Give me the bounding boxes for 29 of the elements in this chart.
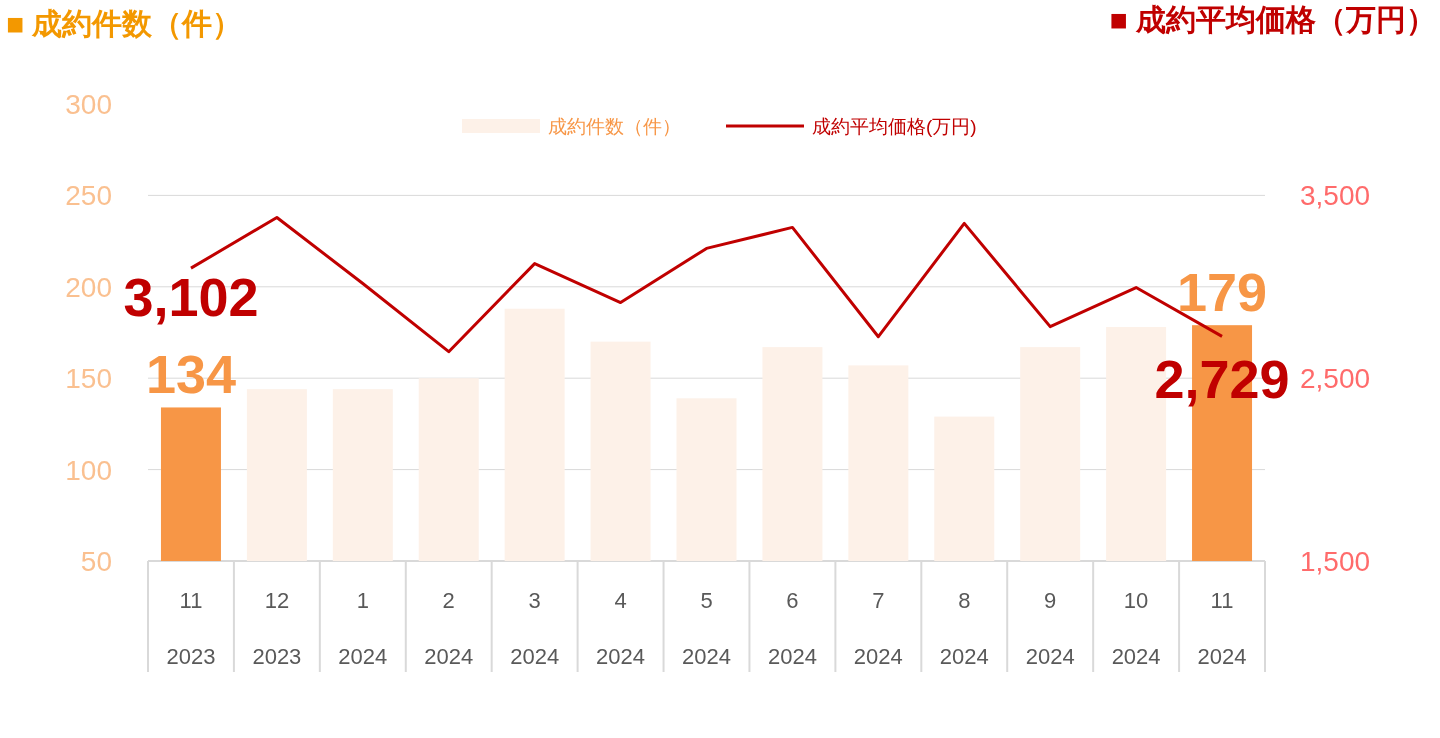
category-label: 6 2024 [767, 588, 817, 669]
y2-tick-label: 2,500 [1300, 363, 1371, 395]
y2-tick-label: 3,500 [1300, 180, 1371, 212]
y2-tick-label: 1,500 [1300, 546, 1371, 577]
category-label: 5 2024 [682, 588, 731, 669]
data-label: 3,102 [123, 267, 259, 328]
y-tick-label: 150 [65, 363, 112, 395]
category-label: 7 2024 [853, 588, 903, 669]
category-label: 9 2024 [1025, 588, 1075, 669]
y2-axis-title: ■ 成約平均価格（万円） [1109, 3, 1436, 36]
category-label: 2 2024 [424, 588, 474, 669]
category-label: 3 2024 [510, 588, 560, 669]
category-label: 12 2023 [252, 588, 302, 669]
category-label: 4 2024 [596, 588, 646, 669]
category-label: 1 2024 [338, 588, 388, 669]
category-label: 8 2024 [939, 588, 989, 669]
y-tick-label: 250 [65, 180, 112, 212]
legend-label: 成約平均価格(万円) [812, 116, 977, 137]
legend-label: 成約件数（件） [548, 116, 681, 137]
category-label: 10 2024 [1111, 588, 1161, 669]
y-tick-label: 50 [80, 546, 112, 577]
y-tick-label: 100 [65, 454, 112, 486]
data-label: 179 [1176, 262, 1268, 323]
y-tick-label: 200 [65, 271, 112, 303]
category-label: 11 2024 [1197, 588, 1247, 669]
data-label: 134 [145, 344, 237, 405]
category-label: 11 2023 [166, 588, 216, 669]
y-tick-label: 300 [65, 89, 112, 120]
y-axis-title: ■ 成約件数（件） [6, 7, 243, 40]
